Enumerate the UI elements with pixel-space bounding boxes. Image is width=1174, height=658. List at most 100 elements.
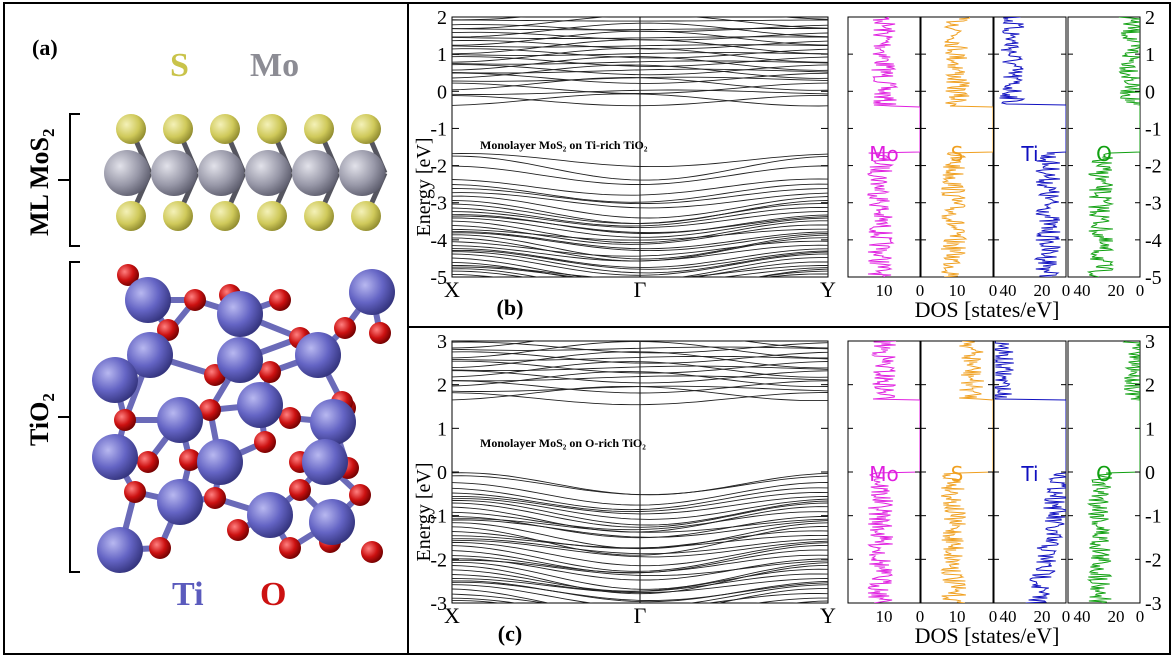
dos-panel-s: S 0 10 <box>920 16 997 300</box>
sulfur-atom <box>163 114 193 144</box>
y-tick-label: -2 <box>430 549 447 571</box>
dos-species-label: Mo <box>869 462 899 486</box>
dos-curve <box>867 17 920 277</box>
valence-band <box>452 487 828 511</box>
y-tick-label: -1 <box>430 506 447 528</box>
valence-band <box>452 251 828 274</box>
legend-O: O <box>260 576 286 613</box>
conduction-band <box>452 17 828 21</box>
y-tick-label: 0 <box>437 462 447 484</box>
oxygen-atom <box>279 537 301 559</box>
dos-tick-label: 0 <box>916 607 925 626</box>
tio2-bracket <box>58 261 80 573</box>
panel-b-frame <box>407 2 1171 328</box>
valence-band <box>452 266 828 277</box>
valence-band <box>452 475 828 496</box>
titanium-atom <box>310 399 356 445</box>
oxygen-atom <box>157 319 179 341</box>
sulfur-atom <box>304 201 334 231</box>
dos-tick-label: 0 <box>1136 281 1145 300</box>
titanium-atom <box>217 337 263 383</box>
dos-curve <box>940 17 993 277</box>
conduction-band <box>452 40 828 50</box>
x-tick-label: Γ <box>634 277 647 302</box>
y-tick-label: 1 <box>437 418 447 440</box>
oxygen-atom <box>124 481 146 503</box>
titanium-atom <box>302 439 348 485</box>
molybdenum-atom <box>151 150 197 196</box>
dos-x-axis-label: DOS [states/eV] <box>915 623 1060 648</box>
dos-tick-label: 40 <box>1074 281 1091 300</box>
conduction-band <box>452 385 828 392</box>
molybdenum-atom <box>104 150 150 196</box>
valence-band <box>452 518 828 533</box>
conduction-band <box>452 56 828 67</box>
dos-right-tick-label: -2 <box>1145 156 1162 178</box>
valence-band <box>452 257 828 277</box>
valence-band <box>452 261 828 277</box>
svg-text:ML MoS2: ML MoS2 <box>25 129 58 236</box>
dos-tick-label: 40 <box>1074 607 1091 626</box>
valence-band <box>452 214 828 234</box>
dos-right-tick-label: -1 <box>1145 118 1162 140</box>
oxygen-atom <box>289 479 311 501</box>
dos-tick-label: 0 <box>1062 607 1071 626</box>
titanium-atom <box>217 291 263 337</box>
conduction-band <box>452 17 828 30</box>
dos-tick-label: 0 <box>916 281 925 300</box>
oxygen-atom <box>117 264 139 286</box>
valence-band <box>452 188 828 205</box>
dos-species-label: Ti <box>1020 462 1038 486</box>
conduction-band <box>452 64 828 76</box>
valence-band <box>452 588 828 603</box>
conduction-band <box>452 360 828 374</box>
conduction-band <box>452 351 828 369</box>
valence-band <box>452 516 828 539</box>
dos-panel-mo: Mo 0 10 <box>847 16 925 300</box>
conduction-band <box>452 31 828 41</box>
dos-panel-o: O 0 40 20 <box>1067 340 1144 626</box>
dos-curve <box>867 341 920 603</box>
dos-right-tick-label: 1 <box>1145 44 1155 66</box>
conduction-band <box>452 346 828 351</box>
molybdenum-atom <box>198 150 244 196</box>
dos-right-tick-label: 0 <box>1145 81 1155 103</box>
y-tick-label: -2 <box>430 156 447 178</box>
oxygen-atom <box>361 541 383 563</box>
conduction-band <box>452 64 828 79</box>
valence-band <box>452 534 828 549</box>
conduction-band <box>452 375 828 382</box>
valence-band <box>452 248 828 268</box>
valence-band <box>452 253 828 276</box>
valence-band <box>452 482 828 506</box>
titanium-atom <box>309 499 355 545</box>
dos-right-tick-label: 3 <box>1145 331 1155 353</box>
titanium-atom <box>157 479 203 525</box>
valence-band <box>452 183 828 203</box>
dos-curve <box>1086 17 1140 277</box>
dos-right-tick-label: 0 <box>1145 462 1155 484</box>
x-tick-label: Y <box>820 277 836 302</box>
oxygen-atom <box>184 289 206 311</box>
oxygen-atom <box>179 449 201 471</box>
sulfur-atom <box>210 201 240 231</box>
conduction-band <box>452 24 828 32</box>
oxygen-atom <box>259 361 281 383</box>
titanium-atom <box>157 397 203 443</box>
dos-species-label: O <box>1096 462 1112 486</box>
oxygen-atom <box>227 519 249 541</box>
conduction-band <box>452 76 828 82</box>
valence-band <box>452 525 828 556</box>
sulfur-atom <box>210 114 240 144</box>
panel-c-frame <box>407 326 1171 655</box>
conduction-band <box>452 355 828 361</box>
valence-band <box>452 519 828 538</box>
valence-band <box>452 165 828 185</box>
dos-right-tick-label: -5 <box>1145 267 1162 289</box>
dos-tick-label: 40 <box>1000 607 1017 626</box>
panel-a-label: (a) <box>32 35 58 60</box>
conduction-band <box>452 68 828 74</box>
